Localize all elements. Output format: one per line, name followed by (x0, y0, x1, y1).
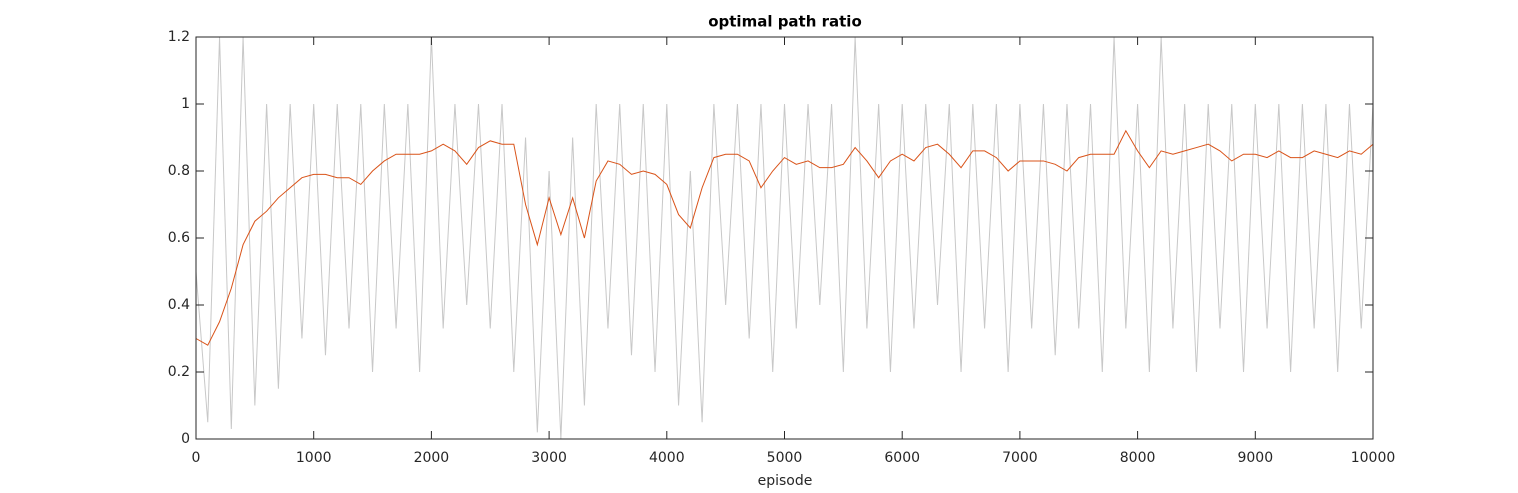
chart-title: optimal path ratio (708, 13, 862, 31)
x-axis-label: episode (758, 473, 813, 489)
x-tick-label: 0 (192, 450, 201, 466)
y-tick-label: 0.2 (168, 364, 190, 380)
x-tick-label: 10000 (1351, 450, 1396, 466)
x-tick-label: 8000 (1120, 450, 1156, 466)
data-line (195, 129, 1374, 346)
x-tick-label: 7000 (1002, 450, 1038, 466)
y-tick-label: 1 (181, 96, 190, 112)
x-tick-label: 4000 (649, 450, 685, 466)
x-tick-label: 1000 (296, 450, 332, 466)
x-tick-label: 5000 (767, 450, 803, 466)
x-tick-label: 6000 (884, 450, 920, 466)
y-tick-label: 0.6 (168, 230, 190, 246)
y-tick-label: 0.4 (168, 297, 190, 313)
plot-area (195, 36, 1374, 440)
y-tick-label: 1.2 (168, 29, 190, 45)
x-tick-label: 2000 (414, 450, 450, 466)
y-tick-label: 0 (181, 431, 190, 447)
data-line (195, 36, 1374, 440)
x-tick-label: 9000 (1237, 450, 1273, 466)
y-tick-label: 0.8 (168, 163, 190, 179)
x-tick-label: 3000 (531, 450, 567, 466)
